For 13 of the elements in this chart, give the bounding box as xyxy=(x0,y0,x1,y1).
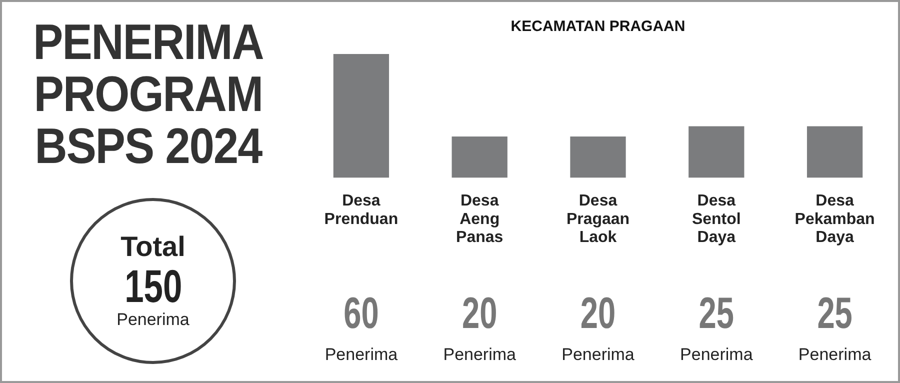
chart-subtitle: KECAMATAN PRAGAAN xyxy=(510,18,686,36)
data-label: 20 Penerima xyxy=(562,288,635,364)
chart-title: PENERIMA PROGRAM BSPS 2024 xyxy=(32,14,264,174)
data-label: 60 Penerima xyxy=(324,288,398,364)
x-tick-label: Desa Pragaan Laok xyxy=(566,192,630,246)
x-tick-label: Desa Pekamban Daya xyxy=(794,192,875,246)
x-tick-label: Desa Aeng Panas xyxy=(456,192,504,246)
ring-frame: Total 150 Penerima xyxy=(70,198,236,364)
x-tick-label: Desa Prenduan xyxy=(324,192,398,228)
data-label: 25 Penerima xyxy=(680,288,754,364)
x-tick-label: Desa Sentol Daya xyxy=(692,192,741,246)
data-label: 25 Penerima xyxy=(798,288,872,364)
data-label: 20 Penerima xyxy=(443,288,517,364)
